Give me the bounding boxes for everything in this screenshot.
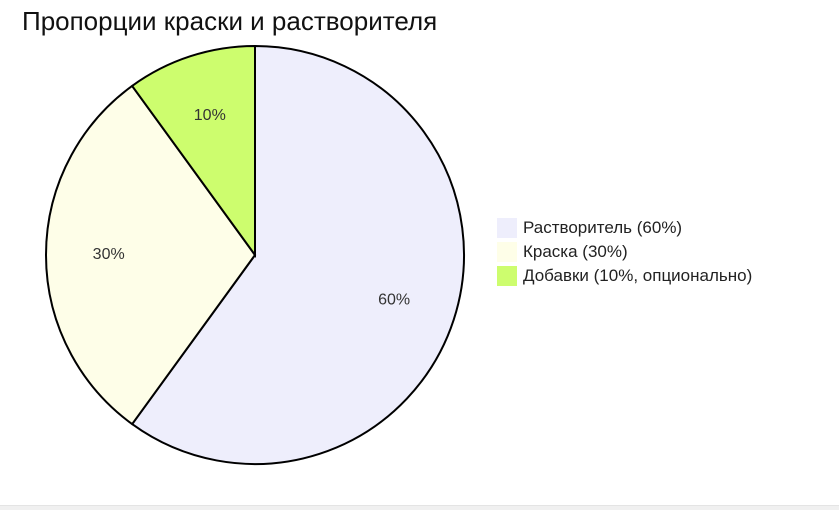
legend: Растворитель (60%) Краска (30%) Добавки … [497,216,752,288]
pie-slices [45,44,465,465]
bottom-divider [0,505,839,510]
legend-label-solvent: Растворитель (60%) [523,218,683,237]
legend-label-additives: Добавки (10%, опционально) [523,266,753,285]
legend-item-solvent: Растворитель (60%) [497,216,752,240]
pie-slice-labels: 60% 30% 10% [93,107,410,308]
legend-swatch-additives [497,266,517,286]
slice-value-label-solvent: 60% [378,291,410,308]
slice-value-label-additives: 10% [194,107,226,124]
pie-slice-additives [130,44,256,259]
pie-slice-paint [45,84,257,426]
legend-label-paint: Краска (30%) [523,242,628,261]
legend-swatch-paint [497,242,517,262]
legend-item-paint: Краска (30%) [497,240,752,264]
legend-swatch-solvent [497,218,517,238]
pie-slice-solvent [130,44,465,465]
legend-item-additives: Добавки (10%, опционально) [497,264,752,288]
chart-title: Пропорции краски и растворителя [22,6,438,36]
slice-value-label-paint: 30% [93,246,125,263]
